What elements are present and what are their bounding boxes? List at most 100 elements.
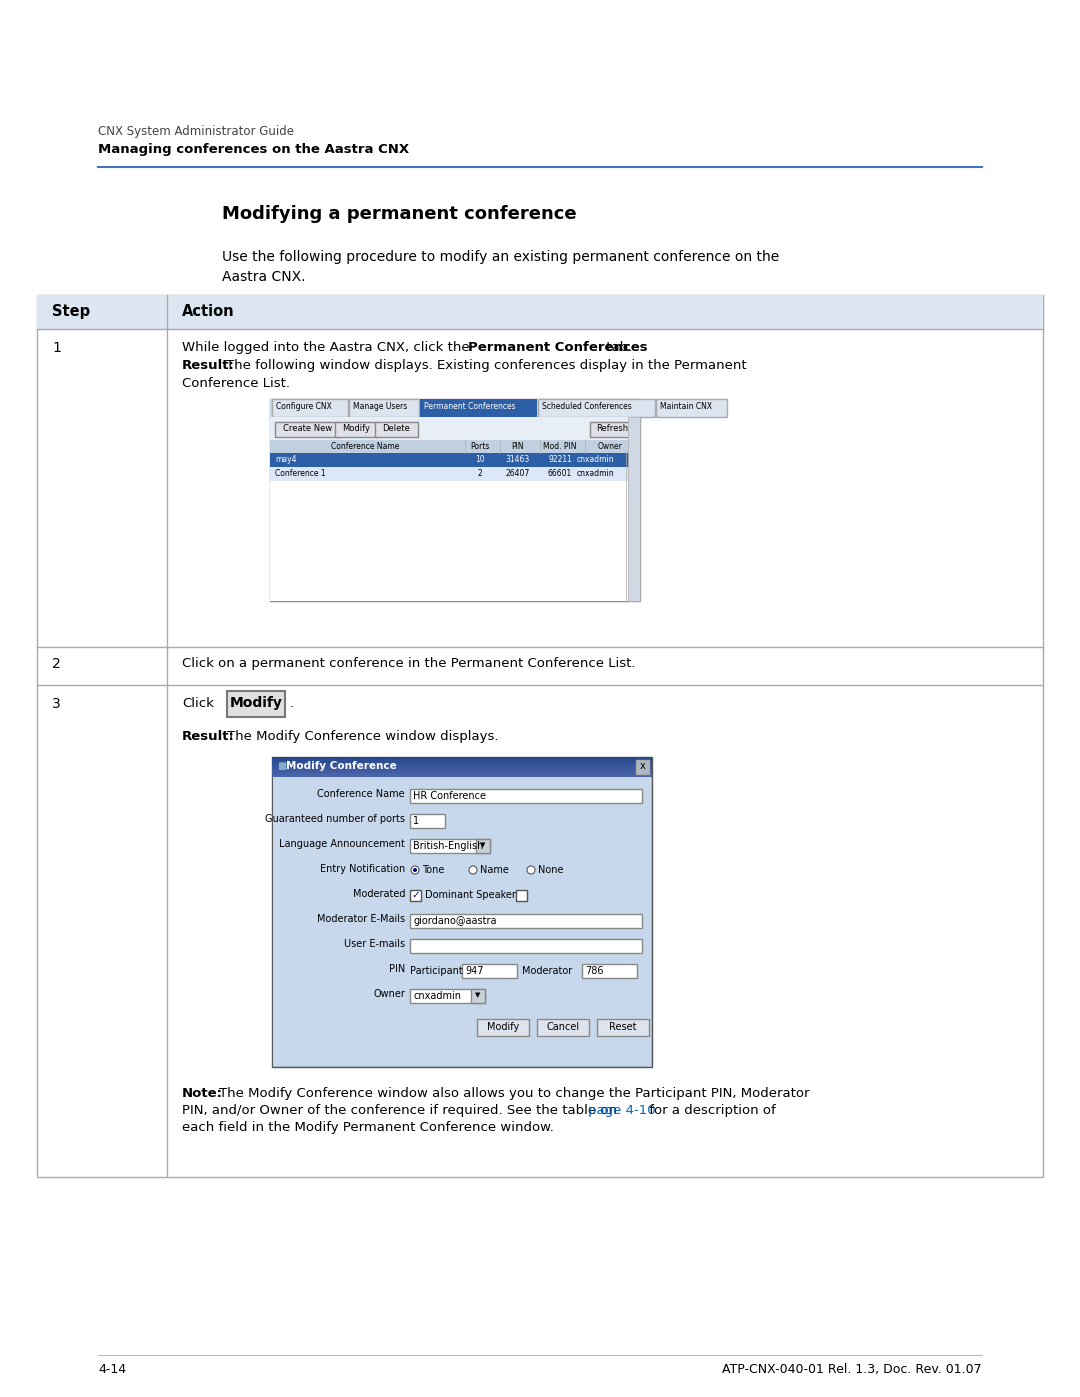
Text: cnxadmin: cnxadmin	[577, 469, 613, 478]
Text: Modify: Modify	[342, 425, 370, 433]
Text: Conference 1: Conference 1	[275, 469, 326, 478]
Text: tab.: tab.	[602, 341, 632, 353]
Text: Modify Conference: Modify Conference	[286, 761, 396, 771]
Bar	[37, 295, 1043, 330]
Bar	[516, 890, 527, 901]
Bar	[270, 453, 640, 467]
Bar	[477, 1018, 529, 1037]
Text: Delete: Delete	[382, 425, 410, 433]
Text: 786: 786	[585, 965, 604, 977]
Text: 10: 10	[475, 455, 485, 464]
Text: PIN, and/or Owner of the conference if required. See the table on: PIN, and/or Owner of the conference if r…	[183, 1104, 621, 1118]
Text: page 4-10: page 4-10	[588, 1104, 656, 1118]
Circle shape	[469, 866, 477, 875]
Bar	[270, 467, 640, 481]
Bar	[538, 400, 656, 416]
Text: Conference Name: Conference Name	[330, 441, 400, 451]
Bar	[420, 400, 537, 416]
Text: each field in the Modify Permanent Conference window.: each field in the Modify Permanent Confe…	[183, 1120, 554, 1134]
Text: ▼: ▼	[475, 992, 481, 997]
Text: Configure CNX: Configure CNX	[276, 402, 332, 411]
Text: Managing conferences on the Aastra CNX: Managing conferences on the Aastra CNX	[98, 142, 409, 156]
Bar	[410, 914, 642, 928]
Text: The Modify Conference window also allows you to change the Participant PIN, Mode: The Modify Conference window also allows…	[219, 1087, 810, 1099]
Text: Scheduled Conferences: Scheduled Conferences	[542, 402, 632, 411]
Bar	[37, 295, 1043, 1178]
Text: British-English: British-English	[413, 841, 484, 851]
Text: Result:: Result:	[183, 359, 234, 372]
Text: Moderator E-Mails: Moderator E-Mails	[316, 914, 405, 923]
Text: may4: may4	[275, 455, 297, 464]
Text: Permanent Conferences: Permanent Conferences	[468, 341, 648, 353]
Text: Result:: Result:	[183, 731, 234, 743]
Circle shape	[413, 868, 417, 872]
Bar	[537, 1018, 589, 1037]
Text: Aastra CNX.: Aastra CNX.	[222, 270, 306, 284]
Text: ■: ■	[276, 761, 286, 771]
Text: Use the following procedure to modify an existing permanent conference on the: Use the following procedure to modify an…	[222, 250, 780, 264]
Text: None: None	[538, 865, 564, 875]
Bar	[272, 400, 348, 416]
Bar	[275, 422, 340, 437]
Text: Create New: Create New	[283, 425, 333, 433]
Bar	[657, 400, 727, 416]
Text: Ports: Ports	[470, 441, 489, 451]
Bar	[410, 939, 642, 953]
Text: Modifying a permanent conference: Modifying a permanent conference	[222, 205, 577, 224]
Text: Cancel: Cancel	[546, 1023, 580, 1032]
Bar	[270, 440, 640, 453]
Bar	[335, 422, 378, 437]
Bar	[636, 760, 649, 774]
Text: HR Conference: HR Conference	[413, 791, 486, 800]
Text: 26407: 26407	[505, 469, 530, 478]
Text: Dominant Speaker: Dominant Speaker	[426, 890, 516, 900]
Text: Manage Users: Manage Users	[352, 402, 407, 411]
Text: Step: Step	[52, 305, 90, 319]
Bar	[627, 416, 640, 601]
Text: Owner: Owner	[597, 441, 622, 451]
Bar	[597, 1018, 649, 1037]
Bar	[410, 789, 642, 803]
Text: .: .	[291, 697, 294, 710]
Text: CNX System Administrator Guide: CNX System Administrator Guide	[98, 124, 294, 138]
Bar	[272, 757, 652, 1067]
Text: Click: Click	[183, 697, 214, 710]
Bar	[476, 840, 490, 854]
Text: giordano@aastra: giordano@aastra	[413, 916, 497, 926]
Bar	[273, 777, 651, 1066]
Text: cnxadmin: cnxadmin	[577, 455, 613, 464]
Bar	[270, 416, 640, 601]
Circle shape	[527, 866, 535, 875]
Bar	[410, 840, 490, 854]
Bar	[462, 964, 517, 978]
Text: Click on a permanent conference in the Permanent Conference List.: Click on a permanent conference in the P…	[183, 657, 635, 671]
Text: User E-mails: User E-mails	[343, 939, 405, 949]
Text: Modify: Modify	[230, 696, 283, 710]
Text: 31463: 31463	[505, 455, 530, 464]
Text: While logged into the Aastra CNX, click the: While logged into the Aastra CNX, click …	[183, 341, 474, 353]
Text: for a description of: for a description of	[645, 1104, 775, 1118]
Text: PIN: PIN	[389, 964, 405, 974]
Text: The Modify Conference window displays.: The Modify Conference window displays.	[227, 731, 499, 743]
Text: Guaranteed number of ports: Guaranteed number of ports	[265, 814, 405, 824]
Circle shape	[411, 866, 419, 875]
Text: 1: 1	[413, 816, 419, 826]
Bar	[410, 989, 485, 1003]
Text: 66601: 66601	[548, 469, 572, 478]
Text: Reset: Reset	[609, 1023, 637, 1032]
Text: Conference List.: Conference List.	[183, 377, 291, 390]
Text: ✓: ✓	[411, 890, 420, 900]
Text: 3: 3	[52, 697, 60, 711]
Bar	[410, 890, 421, 901]
Text: PIN: PIN	[512, 441, 524, 451]
Text: Permanent Conferences: Permanent Conferences	[424, 402, 515, 411]
Text: Name: Name	[480, 865, 509, 875]
Text: ATP-CNX-040-01 Rel. 1.3, Doc. Rev. 01.07: ATP-CNX-040-01 Rel. 1.3, Doc. Rev. 01.07	[723, 1363, 982, 1376]
Bar	[270, 400, 640, 601]
Text: ▼: ▼	[481, 842, 486, 848]
Text: Moderator: Moderator	[522, 965, 572, 977]
Bar	[410, 814, 445, 828]
Bar	[582, 964, 637, 978]
Text: The following window displays. Existing conferences display in the Permanent: The following window displays. Existing …	[226, 359, 746, 372]
Text: Mod. PIN: Mod. PIN	[543, 441, 577, 451]
